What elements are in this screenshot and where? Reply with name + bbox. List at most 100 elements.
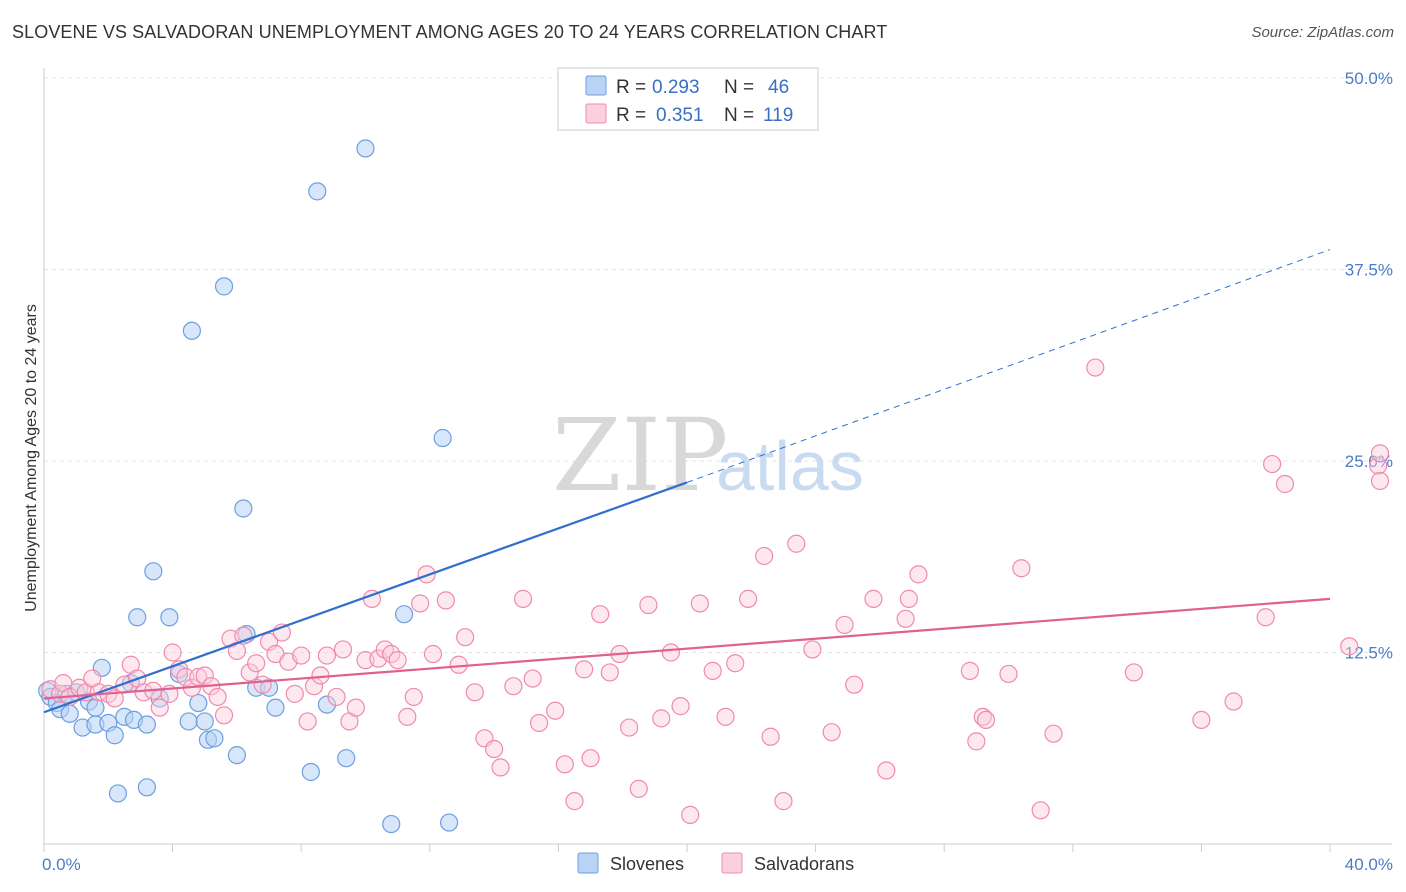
slovenes-point-39	[308, 182, 327, 201]
salvadorans-point-70	[565, 792, 584, 811]
salvadorans-point-114	[1263, 454, 1282, 474]
salvadorans-point-22	[195, 666, 214, 685]
salvadorans-point-96	[864, 589, 883, 608]
salvadorans-point-71	[575, 660, 594, 679]
slovenes-point-18	[128, 608, 147, 627]
legend-n-label-1: N =	[724, 77, 754, 98]
salvadorans-point-19	[176, 667, 195, 687]
slovenes-point-19	[137, 715, 156, 734]
chart-title: SLOVENE VS SALVADORAN UNEMPLOYMENT AMONG…	[12, 22, 888, 42]
salvadorans-point-84	[703, 661, 722, 680]
legend-n-value-1: 46	[768, 77, 789, 98]
bottom-legend-label-slovenes: Slovenes	[610, 854, 684, 874]
slovenes-point-23	[160, 608, 179, 627]
salvadorans-point-78	[639, 595, 658, 615]
slovenes-point-27	[189, 693, 208, 713]
trend-line-slovenes	[43, 481, 688, 714]
salvadorans-point-45	[346, 698, 365, 717]
legend-r-value-2: 0.351	[656, 105, 704, 126]
salvadorans-point-49	[375, 640, 394, 659]
slovenes-point-21	[144, 562, 163, 581]
salvadorans-point-112	[1224, 692, 1243, 711]
slovenes-point-41	[337, 749, 356, 768]
salvadorans-point-102	[967, 732, 986, 751]
salvadorans-point-93	[822, 723, 841, 742]
slovenes-point-26	[182, 321, 201, 340]
salvadorans-point-82	[681, 805, 700, 824]
salvadorans-point-88	[755, 546, 774, 566]
watermark-atlas: atlas	[716, 427, 864, 505]
salvadorans-point-72	[581, 749, 600, 768]
legend-n-label-2: N =	[724, 105, 754, 126]
salvadorans-point-54	[411, 594, 430, 613]
axes	[43, 68, 1392, 852]
salvadorans-point-105	[999, 664, 1018, 684]
salvadorans-point-63	[491, 758, 510, 777]
salvadorans-point-116	[1340, 637, 1359, 656]
slovenes-point-40	[317, 695, 337, 714]
salvadorans-point-108	[1044, 724, 1063, 743]
slovenes-point-10	[86, 698, 105, 717]
trend-line-salvadorans	[43, 597, 1331, 700]
salvadorans-point-118	[1370, 471, 1390, 491]
slovenes-point-25	[179, 712, 198, 731]
salvadorans-point-51	[388, 651, 407, 670]
salvadorans-point-111	[1192, 710, 1211, 730]
salvadorans-point-37	[292, 646, 311, 665]
salvadorans-point-79	[652, 709, 671, 728]
salvadorans-point-83	[690, 594, 709, 613]
salvadorans-point-91	[787, 534, 806, 553]
slovenes-point-37	[266, 698, 285, 717]
salvadorans-point-74	[600, 663, 619, 682]
legend-r-label-1: R =	[616, 77, 646, 98]
salvadorans-point-17	[163, 643, 182, 662]
salvadorans-point-87	[738, 589, 758, 608]
bottom-legend-swatch-salvadorans	[721, 852, 743, 874]
salvadorans-point-115	[1275, 474, 1295, 494]
salvadorans-point-92	[803, 640, 822, 659]
salvadorans-point-15	[150, 698, 169, 717]
source-credit: Source: ZipAtlas.com	[1251, 24, 1394, 41]
slovenes-point-44	[394, 605, 414, 624]
slovenes-point-46	[433, 428, 452, 448]
salvadorans-point-81	[671, 697, 690, 716]
salvadorans-point-57	[436, 591, 455, 610]
salvadorans-point-104	[976, 710, 996, 730]
salvadorans-point-53	[404, 687, 423, 707]
salvadorans-point-103	[973, 707, 992, 726]
watermark: ZIP atlas	[552, 397, 864, 514]
salvadorans-point-62	[485, 739, 504, 759]
bottom-legend-swatch-slovenes	[577, 852, 599, 874]
y-tick-label-3: 50.0%	[1345, 69, 1393, 88]
salvadorans-point-67	[530, 713, 549, 733]
slovenes-point-33	[234, 499, 253, 518]
salvadorans-point-107	[1031, 801, 1050, 820]
salvadorans-point-40	[311, 666, 330, 685]
slovenes-point-30	[205, 729, 224, 748]
salvadorans-point-86	[726, 654, 745, 673]
y-tick-labels: 12.5% 25.0% 37.5% 50.0%	[1345, 69, 1393, 663]
salvadorans-point-68	[546, 701, 565, 720]
slovenes-point-38	[301, 762, 320, 782]
y-axis-label: Unemployment Among Ages 20 to 24 years	[23, 304, 40, 612]
salvadorans-point-52	[398, 707, 417, 726]
salvadorans-point-36	[285, 684, 304, 703]
legend-r-value-1: 0.293	[652, 77, 700, 98]
salvadorans-point-94	[835, 615, 854, 635]
y-tick-label-1: 25.0%	[1345, 452, 1393, 471]
salvadorans-point-66	[523, 669, 542, 688]
trend-lines	[43, 249, 1331, 714]
salvadorans-point-56	[423, 644, 443, 664]
slovenes-point-32	[227, 746, 246, 765]
salvadorans-point-73	[591, 605, 610, 624]
salvadorans-point-89	[761, 727, 780, 746]
salvadorans-point-101	[960, 661, 980, 680]
trend-line-slovenes-extension	[686, 249, 1331, 483]
slovenes-point-31	[214, 277, 234, 296]
legend-swatch-salvadorans	[585, 103, 607, 124]
slovenes-point-13	[105, 726, 124, 745]
salvadorans-point-41	[317, 646, 337, 665]
x-tick-label-0: 0.0%	[42, 855, 81, 874]
salvadorans-point-38	[298, 712, 317, 731]
